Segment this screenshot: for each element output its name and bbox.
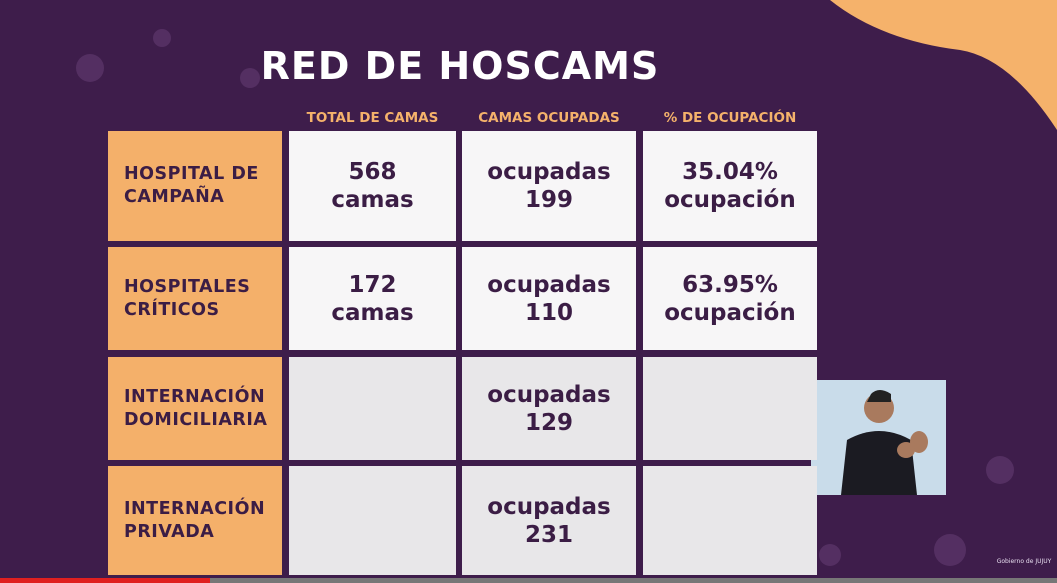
table-cell: ocupadas 110 xyxy=(462,247,636,350)
cell-line: ocupadas xyxy=(487,381,611,408)
row-label: HOSPITAL DE CAMPAÑA xyxy=(108,131,282,241)
table-cell: 568 camas xyxy=(289,131,456,241)
progress-track xyxy=(210,578,1057,583)
sign-interpreter xyxy=(811,380,946,495)
government-logo: Gobierno de JUJUY xyxy=(996,558,1052,565)
progress-bar xyxy=(0,578,210,583)
cell-line: ocupadas xyxy=(487,159,611,185)
cell-line: ocupación xyxy=(664,299,796,326)
cell-line: 35.04% xyxy=(682,159,778,185)
cell-line: 63.95% xyxy=(682,271,778,298)
label-line: HOSPITALES xyxy=(124,276,251,297)
label-line: CRÍTICOS xyxy=(124,299,220,320)
table-cell: 35.04% ocupación xyxy=(643,131,817,241)
table-cell xyxy=(289,466,456,575)
row-label: HOSPITALES CRÍTICOS xyxy=(108,247,282,350)
cell-line: camas xyxy=(331,299,414,326)
slide-title: RED DE HOSCAMS xyxy=(260,44,660,88)
label-line: HOSPITAL DE xyxy=(124,164,259,184)
cell-line: 172 xyxy=(348,271,397,298)
cell-line: 199 xyxy=(524,187,573,213)
column-header: % DE OCUPACIÓN xyxy=(663,110,797,126)
column-header: CAMAS OCUPADAS xyxy=(478,110,620,126)
cell-line: ocupación xyxy=(664,187,796,213)
column-header: TOTAL DE CAMAS xyxy=(306,110,439,126)
cell-line: 129 xyxy=(524,409,573,436)
label-line: DOMICILIARIA xyxy=(124,409,268,430)
cell-line: 568 xyxy=(348,159,397,185)
label-line: CAMPAÑA xyxy=(124,187,225,207)
cell-line: camas xyxy=(331,187,414,213)
table-cell: ocupadas 231 xyxy=(462,466,636,575)
table-cell xyxy=(643,466,817,575)
cell-line: ocupadas xyxy=(487,271,611,298)
cell-line: ocupadas xyxy=(487,493,611,520)
row-label: INTERNACIÓN DOMICILIARIA xyxy=(108,357,282,460)
label-line: PRIVADA xyxy=(124,521,215,542)
table-cell: ocupadas 199 xyxy=(462,131,636,241)
table-cell: ocupadas 129 xyxy=(462,357,636,460)
row-label: INTERNACIÓN PRIVADA xyxy=(108,466,282,575)
label-line: INTERNACIÓN xyxy=(124,386,266,407)
label-line: INTERNACIÓN xyxy=(124,498,266,519)
cell-line: 231 xyxy=(524,521,573,548)
cell-line: 110 xyxy=(524,299,573,326)
table-cell xyxy=(289,357,456,460)
table-cell: 63.95% ocupación xyxy=(643,247,817,350)
table-cell: 172 camas xyxy=(289,247,456,350)
table-cell xyxy=(643,357,817,460)
